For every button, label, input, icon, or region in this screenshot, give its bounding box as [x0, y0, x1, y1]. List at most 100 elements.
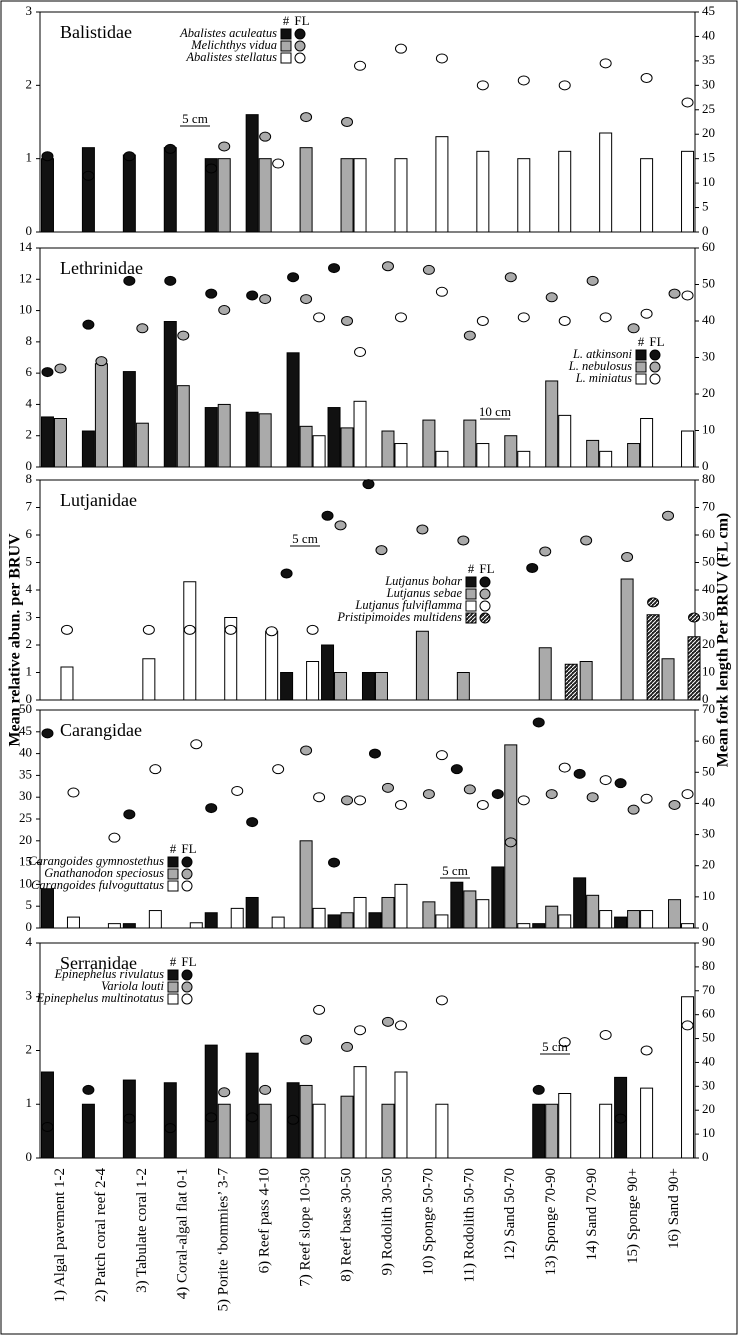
- fl-point: [300, 1034, 313, 1045]
- y2-tick-label: 0: [702, 691, 709, 706]
- legend-swatch: [635, 361, 647, 373]
- legend-marker: [479, 576, 491, 588]
- legend-swatch: [465, 612, 477, 624]
- bar: [368, 912, 382, 929]
- y2-tick-label: 30: [702, 348, 715, 363]
- fl-point: [375, 545, 388, 556]
- fl-point: [586, 275, 599, 286]
- y2-tick-label: 60: [702, 239, 715, 254]
- legend-swatch: [167, 880, 179, 892]
- y-tick-label: 6: [26, 526, 33, 541]
- fl-point: [614, 1113, 627, 1124]
- bar: [545, 1103, 559, 1159]
- fl-point: [539, 546, 552, 557]
- bar: [586, 894, 600, 929]
- fl-point: [341, 795, 354, 806]
- y-tick-label: 3: [26, 3, 33, 18]
- y-tick-label: 5: [26, 553, 33, 568]
- y-tick-label: 8: [26, 471, 33, 486]
- y-tick-label: 4: [26, 581, 33, 596]
- fl-point: [41, 1121, 54, 1132]
- fl-point: [41, 728, 54, 739]
- bar: [176, 385, 190, 468]
- legend-swatch: [280, 28, 292, 40]
- fl-point: [640, 73, 653, 83]
- fl-point: [457, 535, 470, 546]
- bar: [66, 916, 80, 929]
- fl-point: [394, 312, 407, 323]
- bar: [163, 1082, 177, 1159]
- y-tick-label: 35: [19, 766, 32, 781]
- legend-header: #: [638, 334, 645, 349]
- bar: [476, 443, 490, 468]
- legend-label: Melichthys vidua: [190, 38, 277, 52]
- bar: [620, 578, 634, 701]
- x-tick-label: 8) Reef base 30-50: [338, 1168, 354, 1282]
- bar: [142, 658, 156, 701]
- fl-point: [381, 1016, 394, 1027]
- fl-point: [504, 272, 517, 283]
- bar: [599, 910, 613, 929]
- fl-point: [621, 552, 634, 562]
- fl-point: [95, 356, 108, 367]
- fl-point: [82, 1084, 95, 1095]
- fl-point: [341, 117, 354, 127]
- y2-axis-title: Mean fork length Per BRUV (FL cm): [715, 513, 732, 767]
- fl-point: [246, 817, 259, 828]
- y-tick-label: 2: [26, 1041, 33, 1056]
- legend-label: Epinephelus rivulatus: [54, 967, 164, 981]
- bar: [435, 450, 449, 468]
- fl-point: [558, 316, 571, 326]
- bar: [107, 923, 121, 929]
- bar: [668, 899, 682, 929]
- legend-label: Abalistes stellatus: [185, 50, 277, 64]
- y2-tick-label: 30: [702, 608, 715, 623]
- bar: [81, 430, 95, 468]
- bar: [599, 450, 613, 468]
- y-tick-label: 30: [19, 788, 32, 803]
- fl-point: [463, 330, 476, 341]
- y-tick-label: 0: [26, 223, 33, 238]
- legend-label: Gnathanodon speciosus: [44, 866, 164, 880]
- bar: [435, 136, 449, 233]
- fl-point: [368, 748, 381, 759]
- bar: [245, 411, 259, 468]
- fl-point: [149, 764, 162, 775]
- fl-point: [532, 1084, 545, 1095]
- bar: [299, 425, 313, 468]
- fl-point: [123, 809, 136, 820]
- legend-marker: [479, 600, 491, 612]
- fl-point: [123, 275, 136, 286]
- bar: [245, 114, 259, 233]
- fl-point: [231, 785, 244, 796]
- bar: [532, 1103, 546, 1159]
- y2-tick-label: 15: [702, 150, 715, 165]
- y-tick-label: 20: [19, 832, 32, 847]
- legend-header: FL: [181, 954, 196, 969]
- bar: [579, 661, 593, 701]
- bar: [435, 1103, 449, 1159]
- bar: [517, 923, 531, 929]
- legend-label: Variola louti: [101, 979, 164, 993]
- bar: [374, 672, 388, 701]
- fl-point: [218, 141, 231, 152]
- bar: [491, 866, 505, 929]
- y2-tick-label: 50: [702, 763, 715, 778]
- fl-point: [246, 290, 259, 301]
- bar: [312, 435, 326, 468]
- bar: [558, 1093, 572, 1159]
- bar: [163, 147, 177, 233]
- bar: [204, 158, 218, 233]
- bar: [361, 672, 375, 701]
- scale-label: 5 cm: [542, 1039, 568, 1054]
- bar: [60, 666, 74, 701]
- y-tick-label: 12: [19, 270, 32, 285]
- bar: [545, 380, 559, 468]
- bar: [586, 439, 600, 468]
- fl-point: [259, 1084, 272, 1095]
- bar: [299, 1084, 313, 1159]
- bar: [81, 147, 95, 233]
- legend-label: Epinephelus multinotatus: [36, 991, 165, 1005]
- fl-point: [558, 762, 571, 773]
- panel-title: Carangidae: [60, 720, 142, 740]
